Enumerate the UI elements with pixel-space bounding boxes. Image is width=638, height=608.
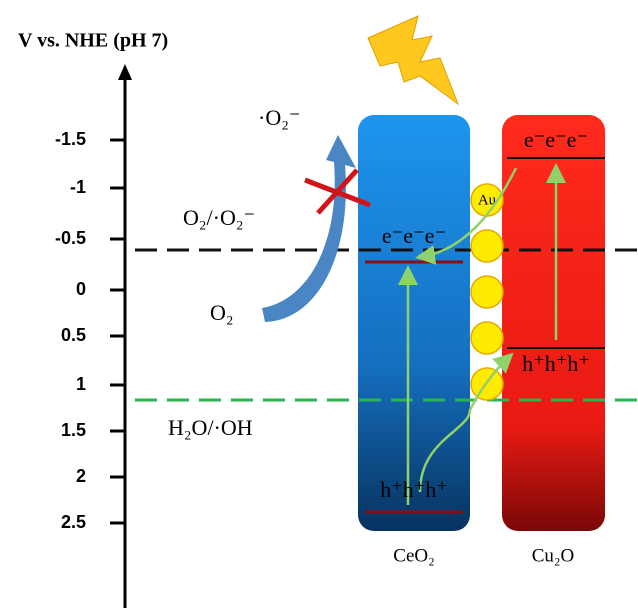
band-diagram: V vs. NHE (pH 7) -1.5-1-0.500.511.522.5 … xyxy=(0,0,638,608)
tick-label: -1 xyxy=(70,177,86,197)
tick-label: 2.5 xyxy=(61,512,86,532)
cu2o-band xyxy=(502,115,605,531)
cu2o-holes: h⁺h⁺h⁺ xyxy=(522,351,590,376)
cu2o-name: Cu₂O xyxy=(532,545,575,566)
tick-label: -1.5 xyxy=(55,129,86,149)
tick-label: 0.5 xyxy=(61,325,86,345)
ceo2-holes: h⁺h⁺h⁺ xyxy=(380,477,448,502)
tick-label: 0 xyxy=(76,279,86,299)
light-bolt xyxy=(368,16,458,104)
ceo2-band xyxy=(358,115,470,531)
oh-couple-label: H₂O/·OH xyxy=(168,415,253,440)
tick-label: -0.5 xyxy=(55,228,86,248)
superoxide-label: ·O₂⁻ xyxy=(258,105,301,130)
axis-title: V vs. NHE (pH 7) xyxy=(18,30,168,52)
tick-label: 1.5 xyxy=(61,420,86,440)
cu2o-electrons: e⁻e⁻e⁻ xyxy=(524,127,588,152)
axis-arrow xyxy=(118,64,132,80)
tick-label: 2 xyxy=(76,466,86,486)
o2-label: O₂ xyxy=(210,300,234,325)
ceo2-electrons: e⁻e⁻e⁻ xyxy=(382,223,446,248)
ceo2-name: CeO₂ xyxy=(393,545,434,566)
reduction-arrow xyxy=(262,135,356,322)
tick-label: 1 xyxy=(76,374,86,394)
o2-couple-label: O₂/·O₂⁻ xyxy=(183,205,255,230)
